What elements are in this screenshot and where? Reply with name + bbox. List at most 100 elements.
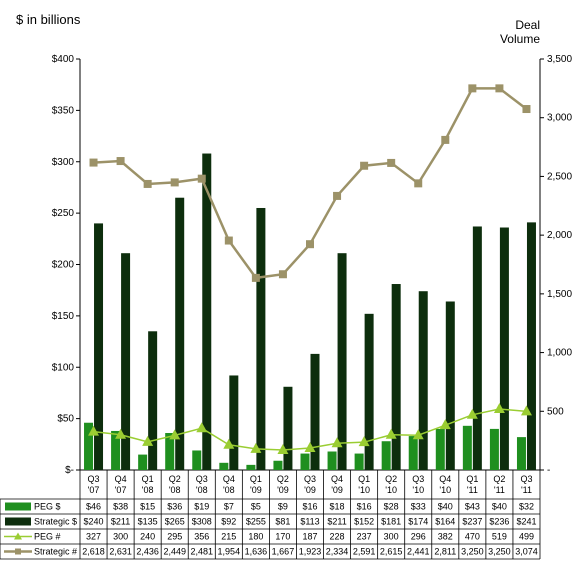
bar-strategic-dollars [175,197,185,470]
y-axis-title: $ in billions [16,12,81,27]
marker-peg-count [304,442,316,453]
table-cell-value: $255 [246,517,266,527]
bar-strategic-dollars [445,301,455,470]
table-cell-value: $19 [194,502,209,512]
table-cell-value: 170 [275,532,290,542]
table-cell-value: $28 [384,502,399,512]
marker-strategic-count [89,158,98,167]
table-cell-value: 1,667 [272,547,295,557]
table-cell-value: 1,954 [218,547,241,557]
table-cell-value: $236 [489,517,509,527]
table-cell-value: 382 [438,532,453,542]
bar-peg-dollars [300,453,310,470]
table-cell-value: $174 [408,517,428,527]
bar-peg-dollars [408,436,418,470]
category-year-label: '07 [88,485,100,495]
table-cell-value: 300 [113,532,128,542]
marker-peg-count [412,429,424,440]
legend-label: PEG # [34,532,61,542]
marker-strategic-count [278,270,287,279]
category-year-label: '07 [115,485,127,495]
y-tick-label: $- [65,465,74,476]
table-cell-value: 2,481 [190,547,213,557]
marker-peg-count [358,436,370,447]
table-cell-value: $33 [411,502,426,512]
legend-label: Strategic # [34,547,77,557]
marker-strategic-count [170,178,179,187]
bar-peg-dollars [327,451,337,470]
bar-strategic-dollars [526,222,536,470]
table-cell-value: 3,250 [488,547,511,557]
marker-peg-count [439,419,451,430]
marker-peg-count [169,429,181,440]
bar-peg-dollars [435,428,445,470]
category-quarter-label: Q2 [385,474,397,484]
table-cell-value: 295 [167,532,182,542]
table-cell-value: $237 [462,517,482,527]
marker-strategic-count [387,158,396,167]
table-cell-value: 2,591 [353,547,376,557]
bar-strategic-dollars [499,227,509,470]
legend-marker-square [15,548,21,555]
bar-peg-dollars [354,453,364,470]
y2-tick-label: 2,000 [547,230,572,241]
category-year-label: '08 [169,485,181,495]
table-cell-value: 2,618 [82,547,105,557]
table-cell-value: 2,615 [380,547,403,557]
table-cell-value: $16 [357,502,372,512]
table-cell-value: $211 [327,517,346,527]
bar-strategic-dollars [310,353,320,470]
category-quarter-label: Q1 [358,474,370,484]
bar-peg-dollars [165,433,175,470]
marker-peg-count [142,435,154,446]
table-cell-value: 296 [411,532,426,542]
table-cell-value: $15 [140,502,155,512]
bar-peg-dollars [462,425,472,470]
bar-peg-dollars [111,430,121,470]
category-quarter-label: Q3 [304,474,316,484]
table-cell-value: $92 [221,517,236,527]
secondary-y-axis-title-line1: Deal [515,18,540,32]
table-cell-value: 519 [492,532,507,542]
table-cell-value: 2,811 [434,547,456,557]
category-quarter-label: Q3 [520,474,532,484]
y-tick-label: $100 [52,362,75,373]
legend-swatch [5,502,31,511]
table-cell-value: $81 [275,517,290,527]
marker-peg-count [196,422,208,433]
legend-swatch [5,517,31,526]
table-cell-value: 3,250 [461,547,484,557]
category-year-label: '11 [521,485,532,495]
marker-strategic-count [495,84,504,93]
legend-label: PEG $ [34,502,61,512]
bar-peg-dollars [192,450,202,470]
y-tick-label: $50 [57,414,74,425]
bar-peg-dollars [246,464,256,470]
secondary-y-axis-title-line2: Volume [499,32,540,46]
bar-peg-dollars [273,460,283,470]
table-cell-value: 356 [194,532,209,542]
marker-strategic-count [116,157,125,166]
y-tick-label: $250 [52,208,75,219]
bar-peg-dollars [516,437,526,470]
table-cell-value: $135 [138,517,158,527]
category-year-label: '10 [439,485,451,495]
bar-strategic-dollars [121,253,131,470]
secondary-y-axis-title: Deal Volume [488,18,540,46]
table-cell-value: 2,441 [407,547,430,557]
category-quarter-label: Q3 [412,474,424,484]
marker-strategic-count [522,105,531,114]
table-cell-value: 2,334 [326,547,349,557]
category-year-label: '09 [304,485,316,495]
marker-strategic-count [306,240,314,249]
table-cell-value: $308 [192,517,212,527]
category-quarter-label: Q4 [331,474,343,484]
category-quarter-label: Q1 [142,474,154,484]
category-year-label: '11 [494,485,505,495]
bar-strategic-dollars [256,207,266,471]
table-cell-value: $46 [86,502,101,512]
y-tick-label: $150 [52,311,75,322]
table-cell-value: 2,631 [109,547,132,557]
marker-peg-count [88,425,100,436]
